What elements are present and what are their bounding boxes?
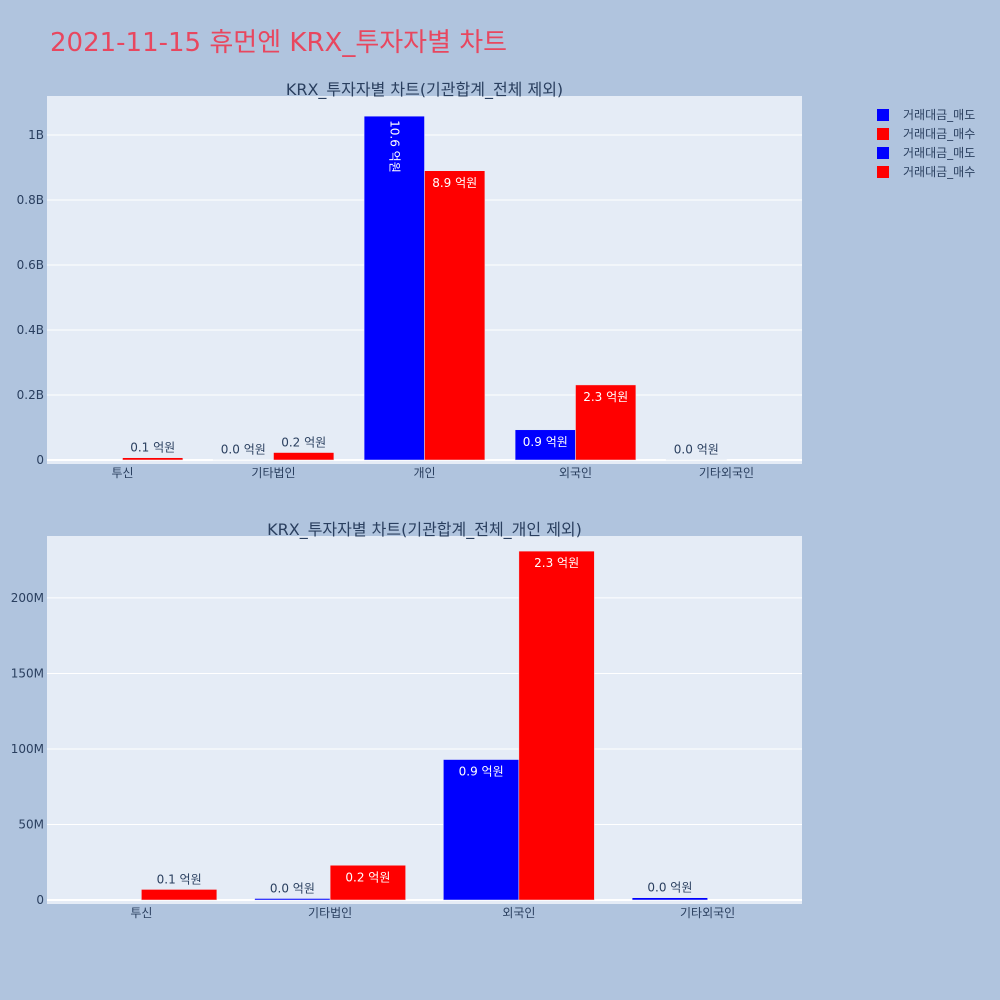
bar-label: 2.3 억원 — [534, 556, 579, 570]
bar — [363, 115, 425, 461]
bar — [254, 898, 331, 901]
bar-label: 8.9 억원 — [432, 176, 477, 190]
legend-swatch[interactable] — [877, 147, 889, 159]
bar-label: 0.0 억원 — [647, 881, 692, 895]
x-tick-label: 투신 — [130, 906, 152, 920]
bar-label: 0.9 억원 — [459, 765, 504, 779]
legend-entry-label[interactable]: 거래대금_매수 — [903, 127, 975, 141]
bar — [122, 457, 184, 461]
subplot-title: KRX_투자자별 차트(기관합계_전체 제외) — [286, 80, 563, 100]
bar-label: 0.1 억원 — [157, 872, 202, 886]
y-tick-label: 50M — [18, 817, 44, 831]
x-tick-label: 기타법인 — [251, 466, 295, 480]
y-tick-label: 100M — [11, 742, 44, 756]
y-tick-label: 0.8B — [17, 193, 44, 207]
bar-label: 10.6 억원 — [387, 120, 401, 173]
x-tick-label: 투신 — [111, 466, 133, 480]
y-tick-label: 0.6B — [17, 258, 44, 272]
subplot-1: 0 0.2B 0.4B 0.6B 0.8B 1B KRX_투자자별 차트(기관합계_전체 제… — [17, 80, 802, 480]
legend-entry-label[interactable]: 거래대금_매수 — [903, 165, 975, 179]
legend-swatch[interactable] — [877, 109, 889, 121]
plot-area — [47, 536, 802, 904]
bar — [141, 889, 218, 901]
x-tick-label: 외국인 — [502, 906, 535, 920]
bar — [575, 384, 637, 461]
bar-label: 2.3 억원 — [583, 390, 628, 404]
bar-label: 0.0 억원 — [270, 881, 315, 895]
bar — [631, 897, 708, 901]
legend-entry-label[interactable]: 거래대금_매도 — [903, 108, 975, 122]
x-tick-label: 외국인 — [559, 466, 592, 480]
bar-label: 0.2 억원 — [345, 870, 390, 884]
legend-entry-label[interactable]: 거래대금_매도 — [903, 146, 975, 160]
legend-swatch[interactable] — [877, 166, 889, 178]
bar-label: 0.0 억원 — [221, 443, 266, 457]
y-tick-label: 0.4B — [17, 323, 44, 337]
bar — [514, 429, 576, 461]
bar — [424, 170, 486, 461]
y-tick-label: 0 — [36, 453, 44, 467]
y-tick-label: 150M — [11, 666, 44, 680]
bar-label: 0.9 억원 — [523, 435, 568, 449]
x-tick-label: 기타외국인 — [680, 906, 735, 920]
y-tick-label: 0 — [36, 893, 44, 907]
bar — [273, 452, 335, 461]
bar — [329, 865, 406, 901]
x-tick-label: 기타외국인 — [699, 466, 754, 480]
bar — [443, 759, 520, 901]
bar-label: 0.0 억원 — [674, 443, 719, 457]
x-tick-label: 기타법인 — [308, 906, 352, 920]
bar — [518, 550, 595, 901]
bar-label: 0.1 억원 — [130, 441, 175, 455]
y-tick-label: 200M — [11, 591, 44, 605]
y-tick-label: 1B — [28, 128, 44, 142]
bar-label: 0.2 억원 — [281, 436, 326, 450]
y-tick-label: 0.2B — [17, 388, 44, 402]
x-tick-label: 개인 — [413, 466, 435, 480]
legend-swatch[interactable] — [877, 128, 889, 140]
subplot-title: KRX_투자자별 차트(기관합계_전체_개인 제외) — [267, 520, 582, 540]
page-title: 2021-11-15 휴먼엔 KRX_투자자별 차트 — [50, 28, 508, 58]
subplot-2: 0 50M 100M 150M 200M KRX_투자자별 차트(기관합계_전체_개인 제… — [11, 520, 802, 920]
